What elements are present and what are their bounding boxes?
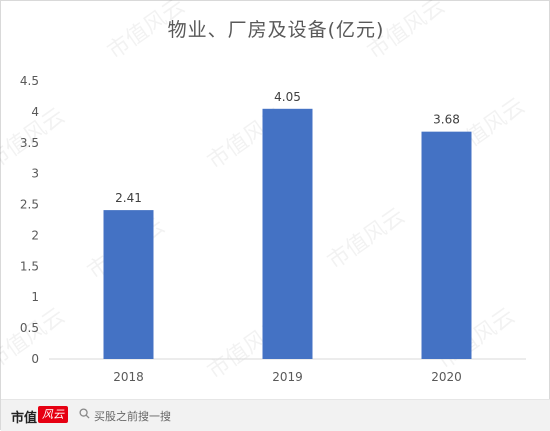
logo-text: 市值 [11, 411, 38, 426]
y-tick-label: 1 [31, 290, 39, 304]
y-tick-label: 0.5 [20, 321, 39, 335]
bar [103, 210, 154, 359]
x-tick-label: 2019 [272, 370, 303, 384]
y-tick-label: 0 [31, 352, 39, 366]
bar [421, 131, 472, 359]
footer-bar: 市值 风云 买股之前搜一搜 [1, 399, 550, 431]
search-prompt[interactable]: 买股之前搜一搜 [94, 410, 171, 423]
y-tick-label: 3.5 [20, 136, 39, 150]
y-tick-label: 4 [31, 105, 39, 119]
y-tick-label: 4.5 [20, 74, 39, 88]
data-label: 4.05 [274, 90, 301, 104]
y-tick-label: 2.5 [20, 198, 39, 212]
x-tick-label: 2020 [431, 370, 462, 384]
data-label: 3.68 [433, 113, 460, 127]
x-tick-label: 2018 [113, 370, 144, 384]
y-tick-label: 3 [31, 167, 39, 181]
bar [262, 108, 313, 359]
data-label: 2.41 [115, 191, 142, 205]
bar-chart: 0 0.5 1 1.5 2 2.5 3 3.5 4 4.5 2.41 2018 4.05 2019 3.68… [20, 74, 526, 384]
y-tick-label: 2 [31, 228, 39, 242]
logo-badge: 风云 [38, 406, 68, 423]
y-tick-label: 1.5 [20, 259, 39, 273]
search-icon[interactable] [79, 408, 90, 419]
chart-title: 物业、厂房及设备(亿元) [167, 19, 385, 41]
